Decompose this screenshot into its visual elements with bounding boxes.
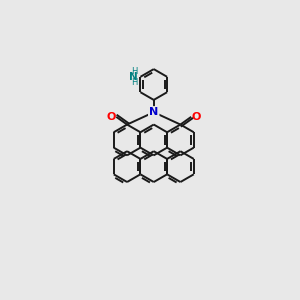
- Text: H: H: [131, 78, 137, 87]
- Text: N: N: [129, 72, 137, 82]
- Text: O: O: [106, 112, 116, 122]
- Text: O: O: [192, 112, 201, 122]
- Text: N: N: [149, 107, 158, 117]
- Text: H: H: [131, 67, 137, 76]
